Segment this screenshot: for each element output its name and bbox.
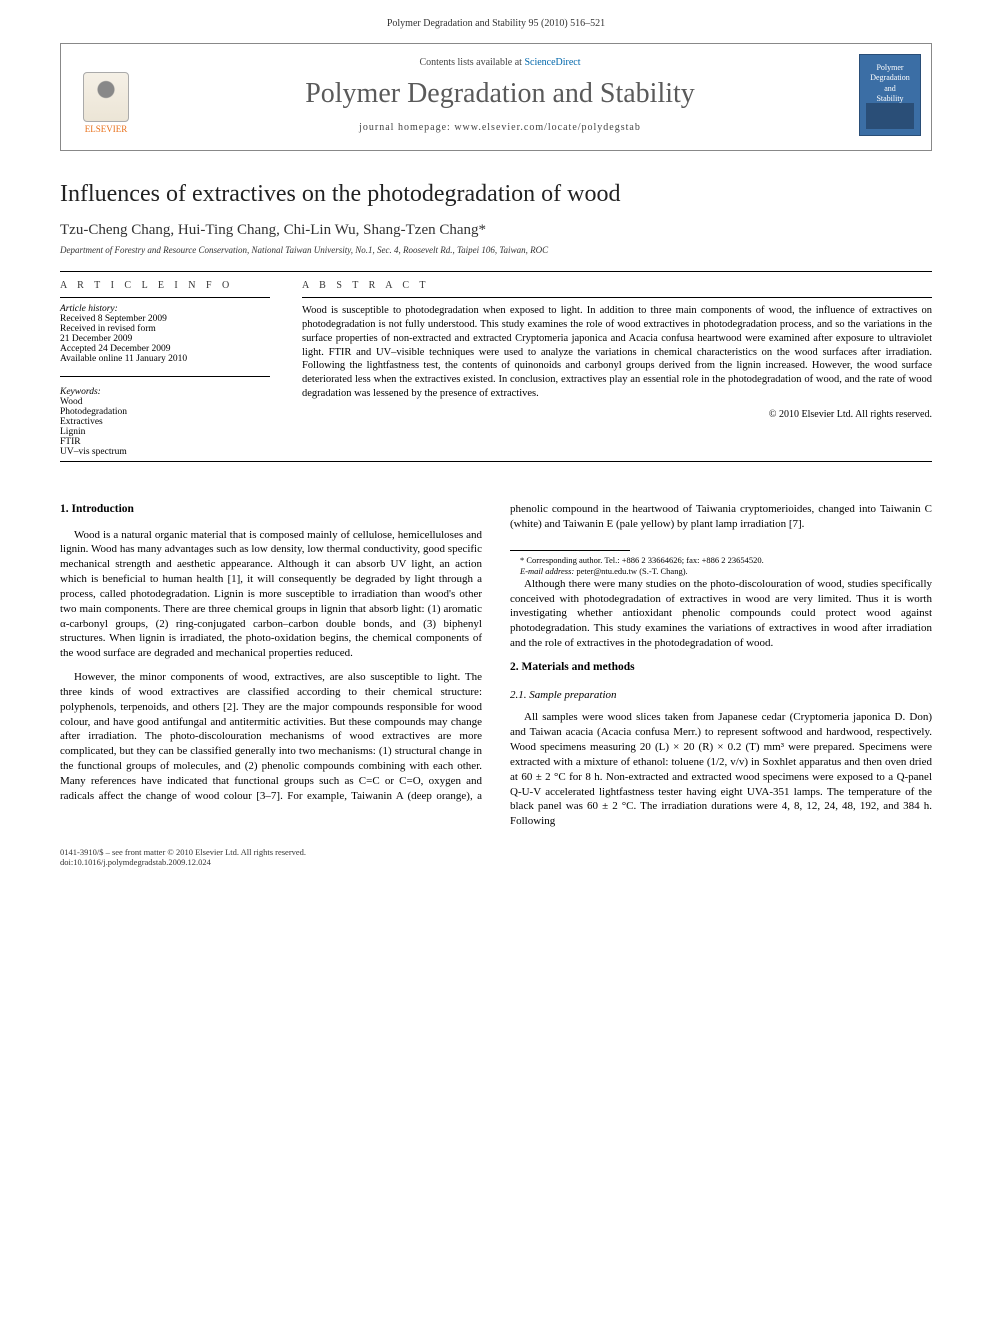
keyword: Lignin	[60, 427, 270, 437]
running-head: Polymer Degradation and Stability 95 (20…	[0, 0, 992, 39]
author-list: Tzu-Cheng Chang, Hui-Ting Chang, Chi-Lin…	[60, 222, 932, 239]
article-info-panel: A R T I C L E I N F O Article history: R…	[60, 280, 270, 457]
journal-header-box: ELSEVIER Contents lists available at Sci…	[60, 43, 932, 151]
article-info-label: A R T I C L E I N F O	[60, 280, 270, 291]
history-revised-date: 21 December 2009	[60, 334, 132, 344]
history-online: Available online 11 January 2010	[60, 354, 187, 364]
front-matter-line: 0141-3910/$ – see front matter © 2010 El…	[60, 847, 306, 857]
body-paragraph: Although there were many studies on the …	[510, 577, 932, 651]
abstract-panel: A B S T R A C T Wood is susceptible to p…	[302, 280, 932, 457]
elsevier-tree-icon	[83, 72, 129, 122]
keyword: Photodegradation	[60, 407, 270, 417]
abstract-label: A B S T R A C T	[302, 280, 932, 291]
contents-prefix: Contents lists available at	[419, 57, 524, 68]
history-accepted: Accepted 24 December 2009	[60, 344, 171, 354]
subsection-heading-sample: 2.1. Sample preparation	[510, 688, 932, 703]
history-label: Article history:	[60, 304, 118, 314]
doi-line: doi:10.1016/j.polymdegradstab.2009.12.02…	[60, 857, 211, 867]
article-title: Influences of extractives on the photode…	[60, 181, 932, 208]
body-paragraph: Wood is a natural organic material that …	[60, 528, 482, 662]
keyword: UV–vis spectrum	[60, 447, 270, 457]
cover-line: Polymer	[876, 63, 903, 72]
cover-line: and	[884, 84, 896, 93]
abstract-text: Wood is susceptible to photodegradation …	[302, 304, 932, 401]
journal-name: Polymer Degradation and Stability	[141, 78, 859, 110]
article-body: 1. Introduction Wood is a natural organi…	[60, 502, 932, 829]
keyword: Wood	[60, 397, 270, 407]
sciencedirect-link[interactable]: ScienceDirect	[524, 57, 580, 68]
section-heading-methods: 2. Materials and methods	[510, 660, 932, 676]
divider	[60, 461, 932, 462]
journal-homepage-line: journal homepage: www.elsevier.com/locat…	[141, 122, 859, 133]
footnote-corr: * Corresponding author. Tel.: +886 2 336…	[510, 555, 932, 566]
corresponding-footnote: * Corresponding author. Tel.: +886 2 336…	[510, 555, 932, 577]
history-received: Received 8 September 2009	[60, 314, 167, 324]
footnote-email-suffix: (S.-T. Chang).	[637, 566, 688, 576]
elsevier-logo: ELSEVIER	[71, 56, 141, 134]
keyword: Extractives	[60, 417, 270, 427]
section-heading-intro: 1. Introduction	[60, 502, 482, 518]
abstract-copyright: © 2010 Elsevier Ltd. All rights reserved…	[302, 409, 932, 420]
publisher-name: ELSEVIER	[85, 124, 128, 134]
contents-list-line: Contents lists available at ScienceDirec…	[141, 57, 859, 68]
keyword: FTIR	[60, 437, 270, 447]
affiliation: Department of Forestry and Resource Cons…	[60, 245, 932, 255]
footnote-email[interactable]: peter@ntu.edu.tw	[576, 566, 637, 576]
keywords-label: Keywords:	[60, 387, 270, 397]
history-revised: Received in revised form	[60, 324, 156, 334]
footnote-email-label: E-mail address:	[520, 566, 576, 576]
cover-line: Stability	[876, 94, 903, 103]
homepage-url[interactable]: www.elsevier.com/locate/polydegstab	[454, 122, 641, 133]
divider	[60, 271, 932, 272]
footnote-divider	[510, 550, 630, 551]
page-footer: 0141-3910/$ – see front matter © 2010 El…	[0, 829, 992, 867]
cover-line: Degradation	[870, 73, 910, 82]
journal-cover-thumbnail: Polymer Degradation and Stability	[859, 54, 921, 136]
body-paragraph: All samples were wood slices taken from …	[510, 710, 932, 829]
homepage-label: journal homepage:	[359, 122, 454, 133]
